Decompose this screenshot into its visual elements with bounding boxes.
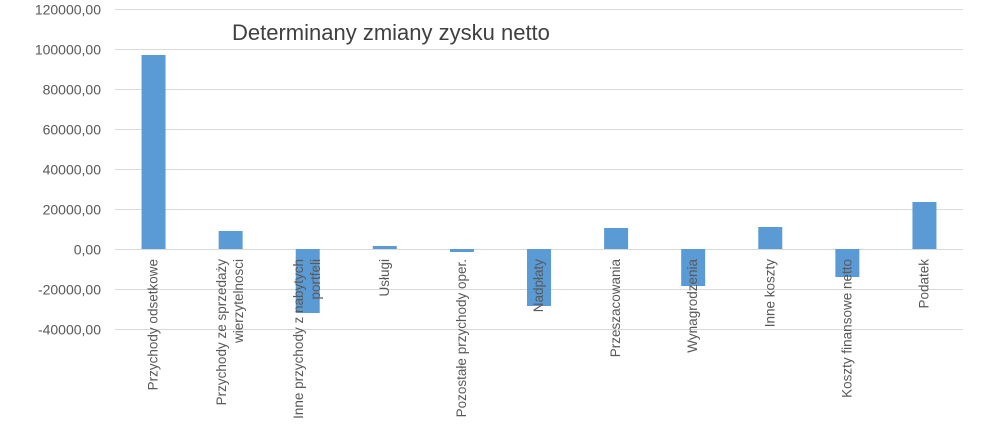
bar: [141, 55, 166, 249]
bar: [527, 249, 551, 306]
x-category-label: Przeszacowania: [608, 259, 623, 358]
chart-title: Determinany zmiany zysku netto: [232, 20, 550, 45]
x-category-label: Pozostałe przychody oper.: [454, 259, 469, 417]
bar: [835, 249, 860, 277]
y-tick-label: 60000,00: [43, 122, 102, 138]
y-axis-tick-labels: 120000,00 100000,00 80000,00 60000,00 40000,…: [35, 2, 101, 338]
bar: [218, 231, 243, 249]
gridlines: [115, 9, 963, 330]
x-category-label: Wynagrodzenia: [685, 259, 700, 353]
bar: [604, 228, 629, 249]
y-tick-label: 100000,00: [35, 42, 101, 58]
bar: [758, 227, 783, 249]
x-category-label: portfeli: [308, 259, 323, 300]
x-category-label: Koszty finansowe netto: [839, 259, 854, 398]
bar: [372, 246, 397, 249]
bars: [141, 55, 937, 313]
x-category-label: Podatek: [916, 259, 931, 309]
bar: [449, 249, 474, 252]
x-category-label: Inne koszty: [762, 259, 777, 328]
y-tick-label: 120000,00: [35, 2, 101, 18]
x-category-label: wierzytelnosci: [231, 259, 246, 344]
y-tick-label: 0,00: [74, 242, 101, 258]
x-category-label: Inne przychody z nabytych: [291, 259, 306, 419]
y-tick-label: 20000,00: [43, 202, 102, 218]
y-tick-label: 40000,00: [43, 162, 102, 178]
y-tick-label: 80000,00: [43, 82, 102, 98]
bar: [681, 249, 706, 286]
bar: [295, 249, 320, 313]
x-category-label: Usługi: [377, 259, 392, 297]
bar: [912, 202, 937, 249]
x-category-label: Nadpłaty: [531, 259, 546, 313]
y-tick-label: -40000,00: [38, 322, 101, 338]
y-tick-label: -20000,00: [38, 282, 101, 298]
x-category-label: Przychody odsetkowe: [146, 259, 161, 390]
x-category-label: Przychody ze sprzedaży: [214, 259, 229, 406]
x-axis-category-labels: Przychody odsetkowe Przychody ze sprzedaż…: [146, 259, 932, 419]
